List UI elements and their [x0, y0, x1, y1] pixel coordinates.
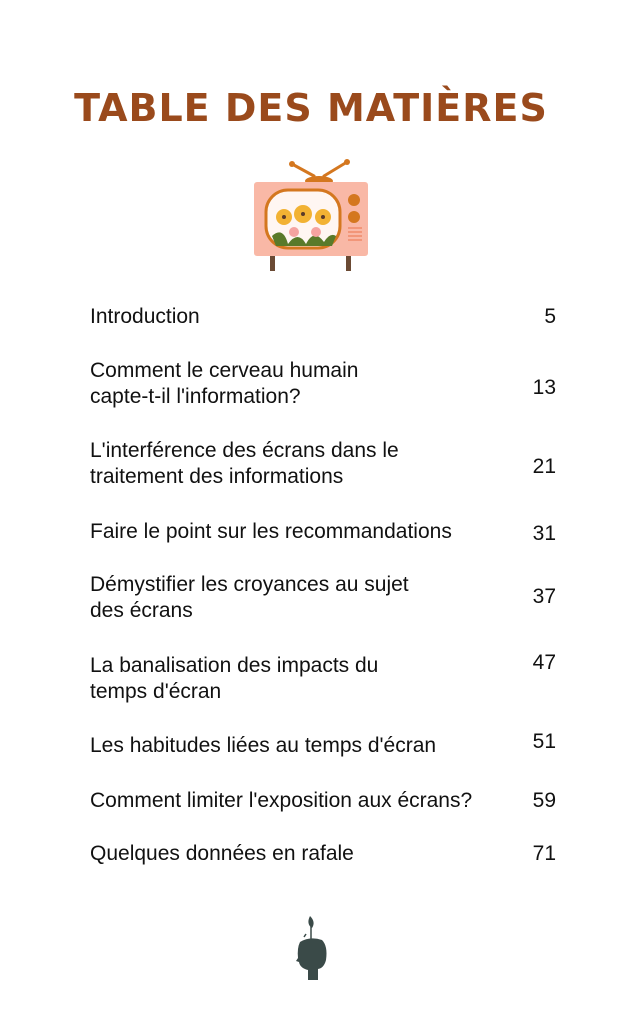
- toc-entry-page: 71: [532, 842, 556, 865]
- toc-entry-page: 37: [532, 585, 556, 608]
- toc-entry-page: 13: [532, 376, 556, 399]
- head-sprout-icon: [296, 916, 327, 980]
- toc-entry-page: 31: [532, 522, 556, 545]
- toc-entry-title: Comment le cerveau humain capte-t-il l'i…: [90, 359, 359, 408]
- toc-entry-title: Faire le point sur les recommandations: [90, 520, 452, 543]
- toc-entry-title: L'interférence des écrans dans le traite…: [90, 439, 399, 488]
- page-title: TABLE DES MATIÈRES: [74, 86, 548, 130]
- toc-entry-page: 21: [532, 455, 556, 478]
- toc-entry-page: 51: [532, 730, 556, 753]
- toc-entry-page: 5: [544, 305, 556, 328]
- toc-entry-title: Les habitudes liées au temps d'écran: [90, 734, 437, 757]
- toc-entry-title: Comment limiter l'exposition aux écrans?: [90, 789, 473, 812]
- toc-entry-page: 59: [532, 789, 556, 812]
- toc-entry-title: Démystifier les croyances au sujet des é…: [90, 573, 409, 622]
- toc-entry-page: 47: [532, 651, 556, 674]
- toc-entry-title: Quelques données en rafale: [90, 842, 354, 865]
- toc-entry-title: Introduction: [90, 305, 200, 328]
- toc-entry-title: La banalisation des impacts du temps d'é…: [90, 654, 379, 703]
- retro-tv-flowers-illustration: [254, 159, 368, 271]
